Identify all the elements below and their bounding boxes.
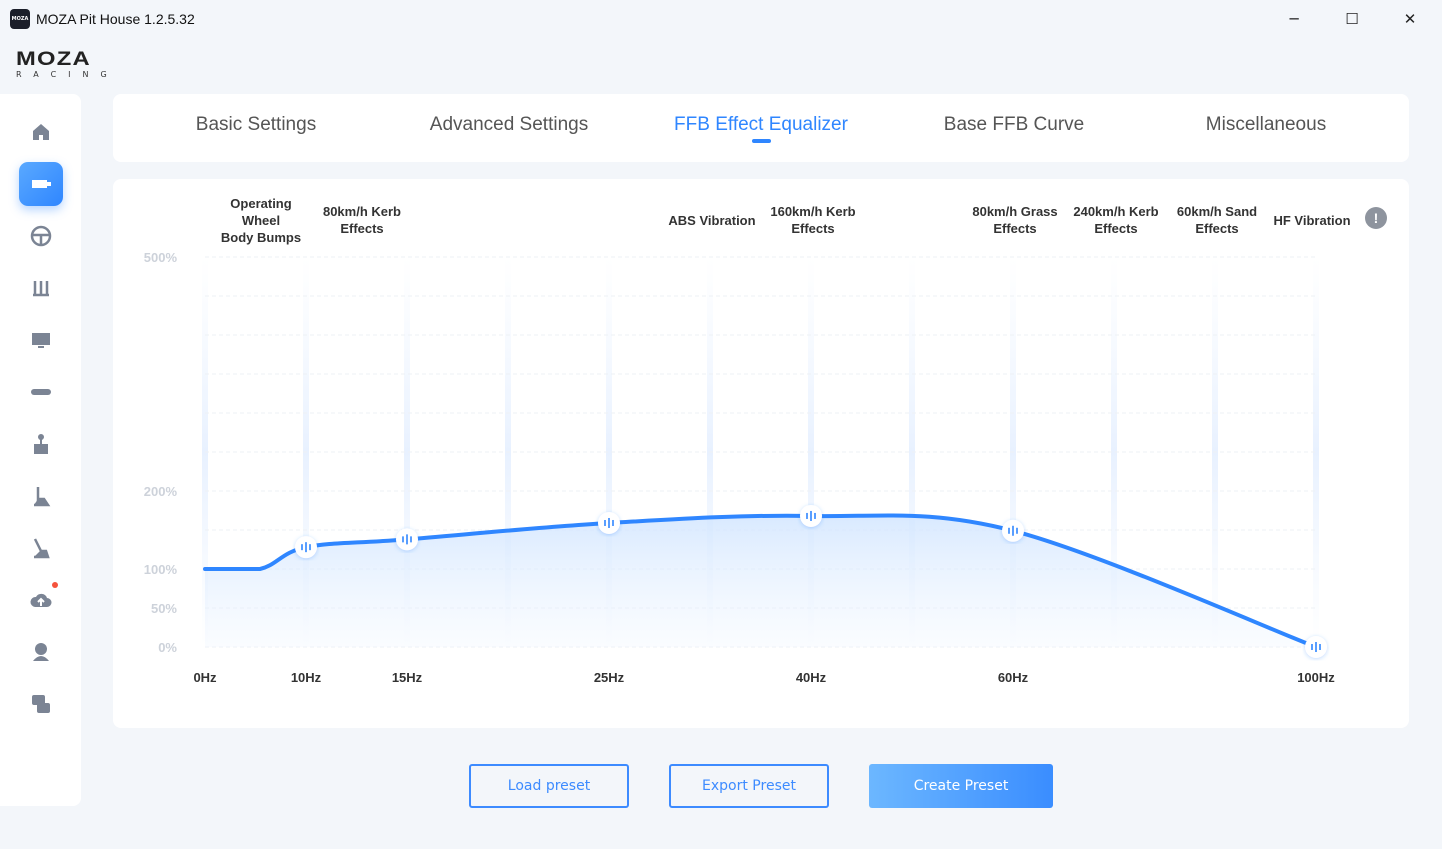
- app-icon: MOZA: [10, 9, 30, 29]
- band-label: Effects: [993, 221, 1036, 236]
- band-label: Effects: [1094, 221, 1137, 236]
- band-column: [404, 257, 410, 647]
- band-label: Body Bumps: [221, 230, 301, 245]
- logo-text: MOZA: [16, 49, 91, 70]
- sidebar-item-user[interactable]: [19, 630, 63, 674]
- user-icon: [33, 643, 49, 661]
- minimize-button[interactable]: ─: [1289, 10, 1299, 28]
- y-tick-label: 50%: [151, 601, 177, 616]
- sidebar-item-rpm-bar[interactable]: [19, 370, 63, 414]
- handbrake-icon: [34, 434, 48, 454]
- band-label: Effects: [791, 221, 834, 236]
- band-column: [1111, 257, 1117, 647]
- band-label: Effects: [1195, 221, 1238, 236]
- moza-logo: MOZA RACING: [16, 50, 119, 79]
- sidebar-item-steering-wheel[interactable]: [19, 214, 63, 258]
- band-label: 80km/h Kerb: [323, 204, 401, 219]
- tab-ffb-effect-equalizer[interactable]: FFB Effect Equalizer: [674, 114, 848, 135]
- band-label: HF Vibration: [1273, 213, 1350, 228]
- sidebar: [0, 94, 81, 806]
- x-tick-label: 60Hz: [998, 670, 1029, 685]
- logo-subtitle: RACING: [16, 70, 119, 79]
- wheelbase-icon: [32, 180, 51, 188]
- band-column: [606, 257, 612, 647]
- band-label: Effects: [340, 221, 383, 236]
- x-tick-label: 100Hz: [1297, 670, 1335, 685]
- band-label: Operating: [230, 196, 291, 211]
- curve-area: [205, 515, 1316, 647]
- export-preset-button[interactable]: Export Preset: [669, 764, 829, 808]
- sidebar-item-qa[interactable]: [19, 682, 63, 726]
- sequential-shifter-icon: [33, 538, 50, 559]
- x-tick-label: 0Hz: [193, 670, 217, 685]
- pedals-icon: [33, 281, 49, 297]
- x-tick-label: 10Hz: [291, 670, 322, 685]
- info-icon: [1365, 207, 1387, 229]
- create-preset-button[interactable]: Create Preset: [869, 764, 1053, 808]
- close-button[interactable]: ✕: [1403, 10, 1417, 28]
- x-tick-label: 15Hz: [392, 670, 423, 685]
- tab-advanced-settings[interactable]: Advanced Settings: [429, 114, 589, 135]
- band-label: 240km/h Kerb: [1073, 204, 1158, 219]
- band-label: 160km/h Kerb: [770, 204, 855, 219]
- title-bar: MOZA MOZA Pit House 1.2.5.32 ─ ☐ ✕: [0, 0, 1442, 38]
- qa-icon: [32, 695, 50, 713]
- steering-wheel-icon: [30, 225, 52, 247]
- band-label: Wheel: [242, 213, 280, 228]
- load-preset-button[interactable]: Load preset: [469, 764, 629, 808]
- band-label: ABS Vibration: [668, 213, 755, 228]
- info-icon-glyph: !: [1374, 210, 1379, 226]
- maximize-button[interactable]: ☐: [1345, 10, 1359, 28]
- sidebar-item-wheelbase[interactable]: [19, 162, 63, 206]
- tab-base-ffb-curve[interactable]: Base FFB Curve: [943, 114, 1085, 135]
- rpm-bar-icon: [31, 389, 51, 395]
- active-tab-indicator: [752, 139, 771, 143]
- window-title: MOZA Pit House 1.2.5.32: [36, 11, 195, 27]
- sidebar-item-sequential-shifter[interactable]: [19, 526, 63, 570]
- y-tick-label: 100%: [144, 562, 178, 577]
- y-tick-label: 500%: [144, 250, 178, 265]
- band-column: [1313, 257, 1319, 647]
- band-label: 80km/h Grass: [972, 204, 1057, 219]
- dashboard-icon: [32, 333, 50, 348]
- equalizer-chart[interactable]: 0% 50% 100% 200% 500% 0Hz 10Hz 15Hz 25Hz 40Hz 60Hz…: [113, 179, 1409, 728]
- shifter-icon: [34, 487, 51, 507]
- cloud-upload-icon: [30, 593, 52, 607]
- sidebar-item-shifter[interactable]: [19, 474, 63, 518]
- band-label: 60km/h Sand: [1177, 204, 1257, 219]
- curve-line: [203, 513, 1318, 649]
- sidebar-item-home[interactable]: [19, 110, 63, 154]
- tab-bar: Basic Settings Advanced Settings FFB Eff…: [113, 94, 1409, 162]
- tab-basic-settings[interactable]: Basic Settings: [195, 114, 317, 135]
- y-tick-label: 200%: [144, 484, 178, 499]
- sidebar-item-dashboard[interactable]: [19, 318, 63, 362]
- notification-badge: [52, 582, 58, 588]
- tab-miscellaneous[interactable]: Miscellaneous: [1205, 114, 1327, 135]
- sidebar-item-handbrake[interactable]: [19, 422, 63, 466]
- home-icon: [33, 124, 49, 140]
- sidebar-item-cloud-upload[interactable]: [19, 578, 63, 622]
- sidebar-item-pedals[interactable]: [19, 266, 63, 310]
- equalizer-card: 0% 50% 100% 200% 500% 0Hz 10Hz 15Hz 25Hz 40Hz 60Hz…: [113, 179, 1409, 728]
- x-tick-label: 40Hz: [796, 670, 827, 685]
- y-tick-label: 0%: [158, 640, 177, 655]
- x-tick-label: 25Hz: [594, 670, 625, 685]
